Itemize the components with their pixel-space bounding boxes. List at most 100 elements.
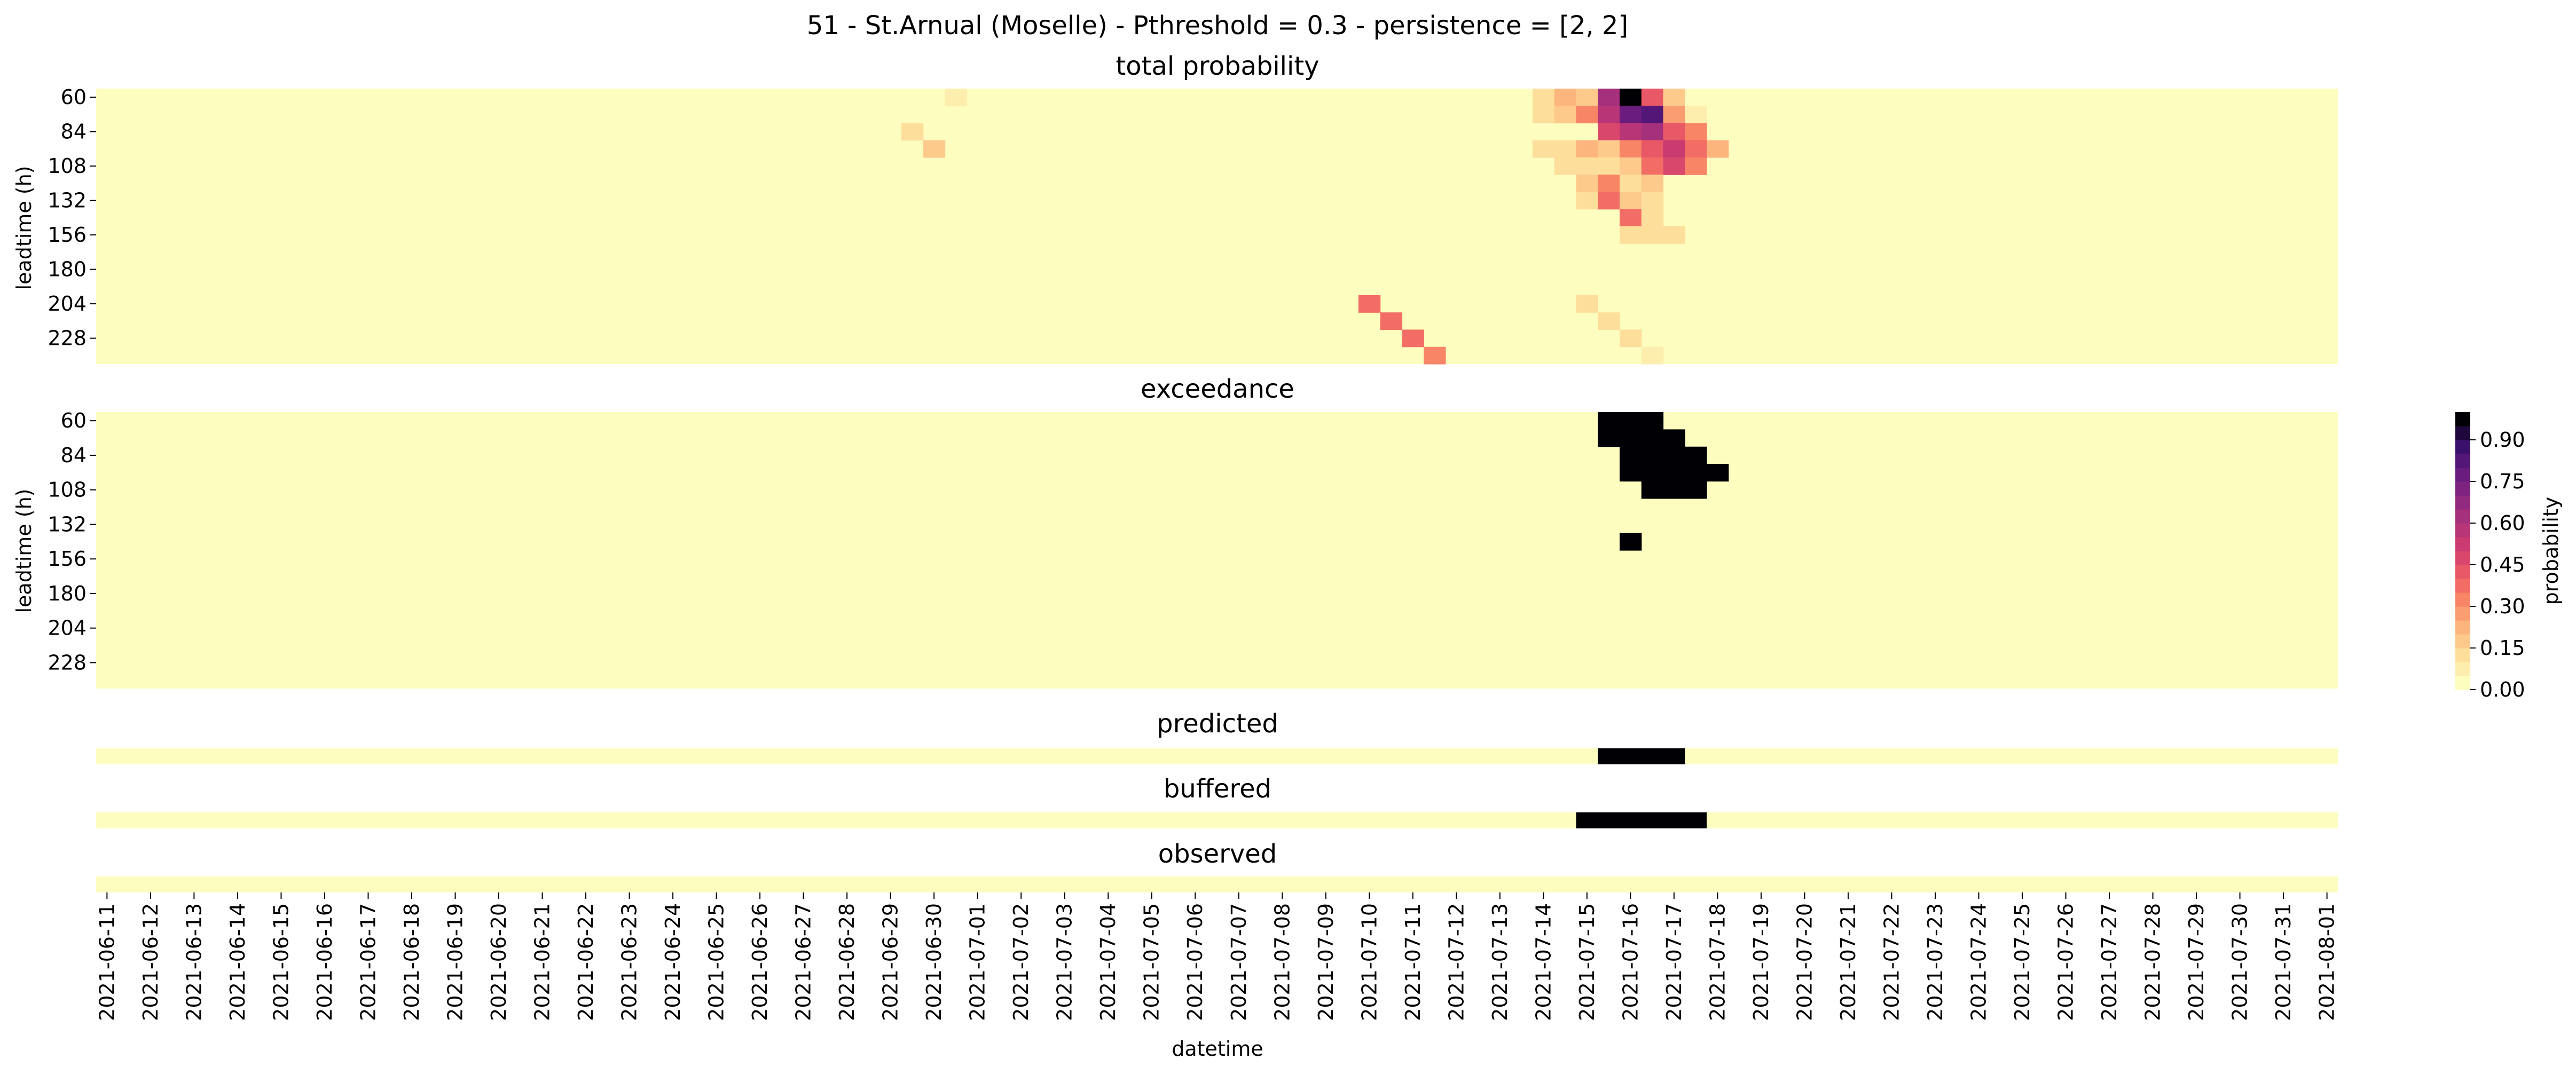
x-tick-label: 2021-07-31 [2272, 903, 2295, 1021]
strip-observed: observed [96, 839, 2338, 892]
colorbar-step [2455, 606, 2470, 621]
y-tick-label: 60 [61, 409, 87, 432]
heatmap-cell [1576, 175, 1598, 193]
heatmap-cell [1620, 446, 1642, 464]
heatmap-cell [1707, 464, 1729, 482]
x-tick-label: 2021-06-12 [139, 903, 162, 1021]
heatmap-cell [1598, 192, 1620, 210]
colorbar-step [2455, 662, 2470, 676]
heatmap-cell [1620, 209, 1642, 227]
x-tick-label: 2021-06-15 [269, 903, 293, 1021]
x-tick-label: 2021-07-10 [1357, 903, 1381, 1021]
y-tick-label: 84 [61, 120, 87, 144]
y-tick-label: 108 [48, 478, 87, 502]
x-tick-label: 2021-07-11 [1401, 903, 1425, 1021]
x-tick-label: 2021-06-24 [661, 903, 685, 1021]
colorbar-step [2455, 454, 2470, 468]
x-tick-label: 2021-07-14 [1532, 903, 1555, 1021]
x-tick-label: 2021-06-20 [487, 903, 511, 1021]
heatmap-cell [1576, 157, 1598, 175]
strip-title-buffered: buffered [1164, 774, 1271, 804]
heatmap-cell [1663, 464, 1685, 482]
heatmap-cell [1532, 106, 1555, 124]
heatmap-cell [1641, 464, 1664, 482]
heatmap-cell [923, 140, 946, 158]
heatmap-cell [1576, 192, 1598, 210]
heatmap-cell [1576, 295, 1598, 313]
x-tick-label: 2021-08-01 [2315, 903, 2339, 1021]
heatmap-cell [1641, 446, 1664, 464]
heatmap-cell [1685, 106, 1707, 124]
colorbar-step [2455, 426, 2470, 440]
x-tick-label: 2021-07-30 [2228, 903, 2252, 1021]
x-tick-label: 2021-07-13 [1488, 903, 1512, 1021]
heatmap-cell [1641, 412, 1664, 430]
colorbar-step [2455, 634, 2470, 649]
x-tick-label: 2021-07-19 [1749, 903, 1773, 1021]
heatmap-cell [1620, 429, 1642, 447]
colorbar-tick-label: 0.15 [2480, 636, 2525, 660]
y-tick-label: 180 [48, 258, 87, 281]
x-tick-label: 2021-07-26 [2054, 903, 2078, 1021]
colorbar-step [2455, 468, 2470, 482]
x-tick-label: 2021-06-18 [400, 903, 423, 1021]
x-tick-label: 2021-07-29 [2185, 903, 2208, 1021]
heatmap-background [96, 412, 2338, 689]
x-tick-label: 2021-07-04 [1096, 903, 1120, 1021]
heatmap-background [96, 89, 2338, 364]
strip-predicted: predicted [96, 709, 2338, 764]
heatmap-cell [1641, 123, 1664, 141]
colorbar-step [2455, 412, 2470, 426]
heatmap-cell [1554, 140, 1577, 158]
x-tick-label: 2021-07-21 [1836, 903, 1860, 1021]
heatmap-cell [1641, 89, 1664, 106]
y-tick-label: 180 [48, 582, 87, 605]
x-tick-label: 2021-06-23 [618, 903, 641, 1021]
heatmap-cell [1620, 175, 1642, 193]
colorbar-step [2455, 537, 2470, 551]
colorbar-step [2455, 620, 2470, 635]
strip-background [96, 876, 2338, 892]
x-tick-label: 2021-07-08 [1270, 903, 1294, 1021]
heatmap-cell [1685, 446, 1707, 464]
heatmap-cell [1598, 106, 1620, 124]
heatmap-cell [1598, 157, 1620, 175]
x-tick-label: 2021-06-17 [356, 903, 380, 1021]
heatmap-cell [945, 89, 967, 106]
x-tick-label: 2021-06-28 [835, 903, 859, 1021]
panel-exceedance: exceedance leadtime (h) 60 84 108 132 156 180… [12, 374, 2338, 689]
strip-buffered-cells [96, 812, 2338, 828]
strip-cell [1576, 812, 1707, 828]
chart-title: 51 - St.Arnual (Moselle) - Pthreshold = … [807, 11, 1628, 41]
colorbar: 0.00 0.15 0.30 0.45 0.60 0.75 0.90 probability [2455, 412, 2563, 701]
x-tick-label: 2021-07-05 [1140, 903, 1164, 1021]
x-tick-label: 2021-07-02 [1009, 903, 1033, 1021]
y-tick-label: 84 [61, 444, 87, 467]
x-tick-label: 2021-06-16 [313, 903, 336, 1021]
x-tick-label: 2021-07-28 [2141, 903, 2165, 1021]
panel-title-total-probability: total probability [1116, 51, 1319, 81]
heatmap-cell [1380, 312, 1403, 330]
colorbar-step [2455, 648, 2470, 662]
colorbar-step [2455, 481, 2470, 496]
heatmap-cell [1641, 106, 1664, 124]
heatmap-cell [1663, 157, 1685, 175]
strip-cell [1598, 748, 1685, 764]
heatmap-cell [1641, 192, 1664, 210]
colorbar-label: probability [2539, 497, 2563, 605]
heatmap-cell [1685, 464, 1707, 482]
x-tick-label: 2021-07-23 [1923, 903, 1947, 1021]
heatmap-cell [1641, 481, 1664, 499]
colorbar-tick-label: 0.30 [2480, 595, 2525, 618]
colorbar-step [2455, 579, 2470, 593]
y-tick-label: 228 [48, 327, 87, 350]
heatmap-cell [1620, 464, 1642, 482]
x-tick-label: 2021-06-11 [95, 903, 119, 1021]
x-tick-label: 2021-06-27 [792, 903, 815, 1021]
x-tick-label: 2021-07-07 [1227, 903, 1251, 1021]
heatmap-cell [1620, 533, 1642, 551]
y-tick-label: 204 [48, 292, 87, 315]
colorbar-tick-label: 0.60 [2480, 511, 2525, 535]
colorbar-ticks: 0.00 0.15 0.30 0.45 0.60 0.75 0.90 [2470, 428, 2525, 701]
